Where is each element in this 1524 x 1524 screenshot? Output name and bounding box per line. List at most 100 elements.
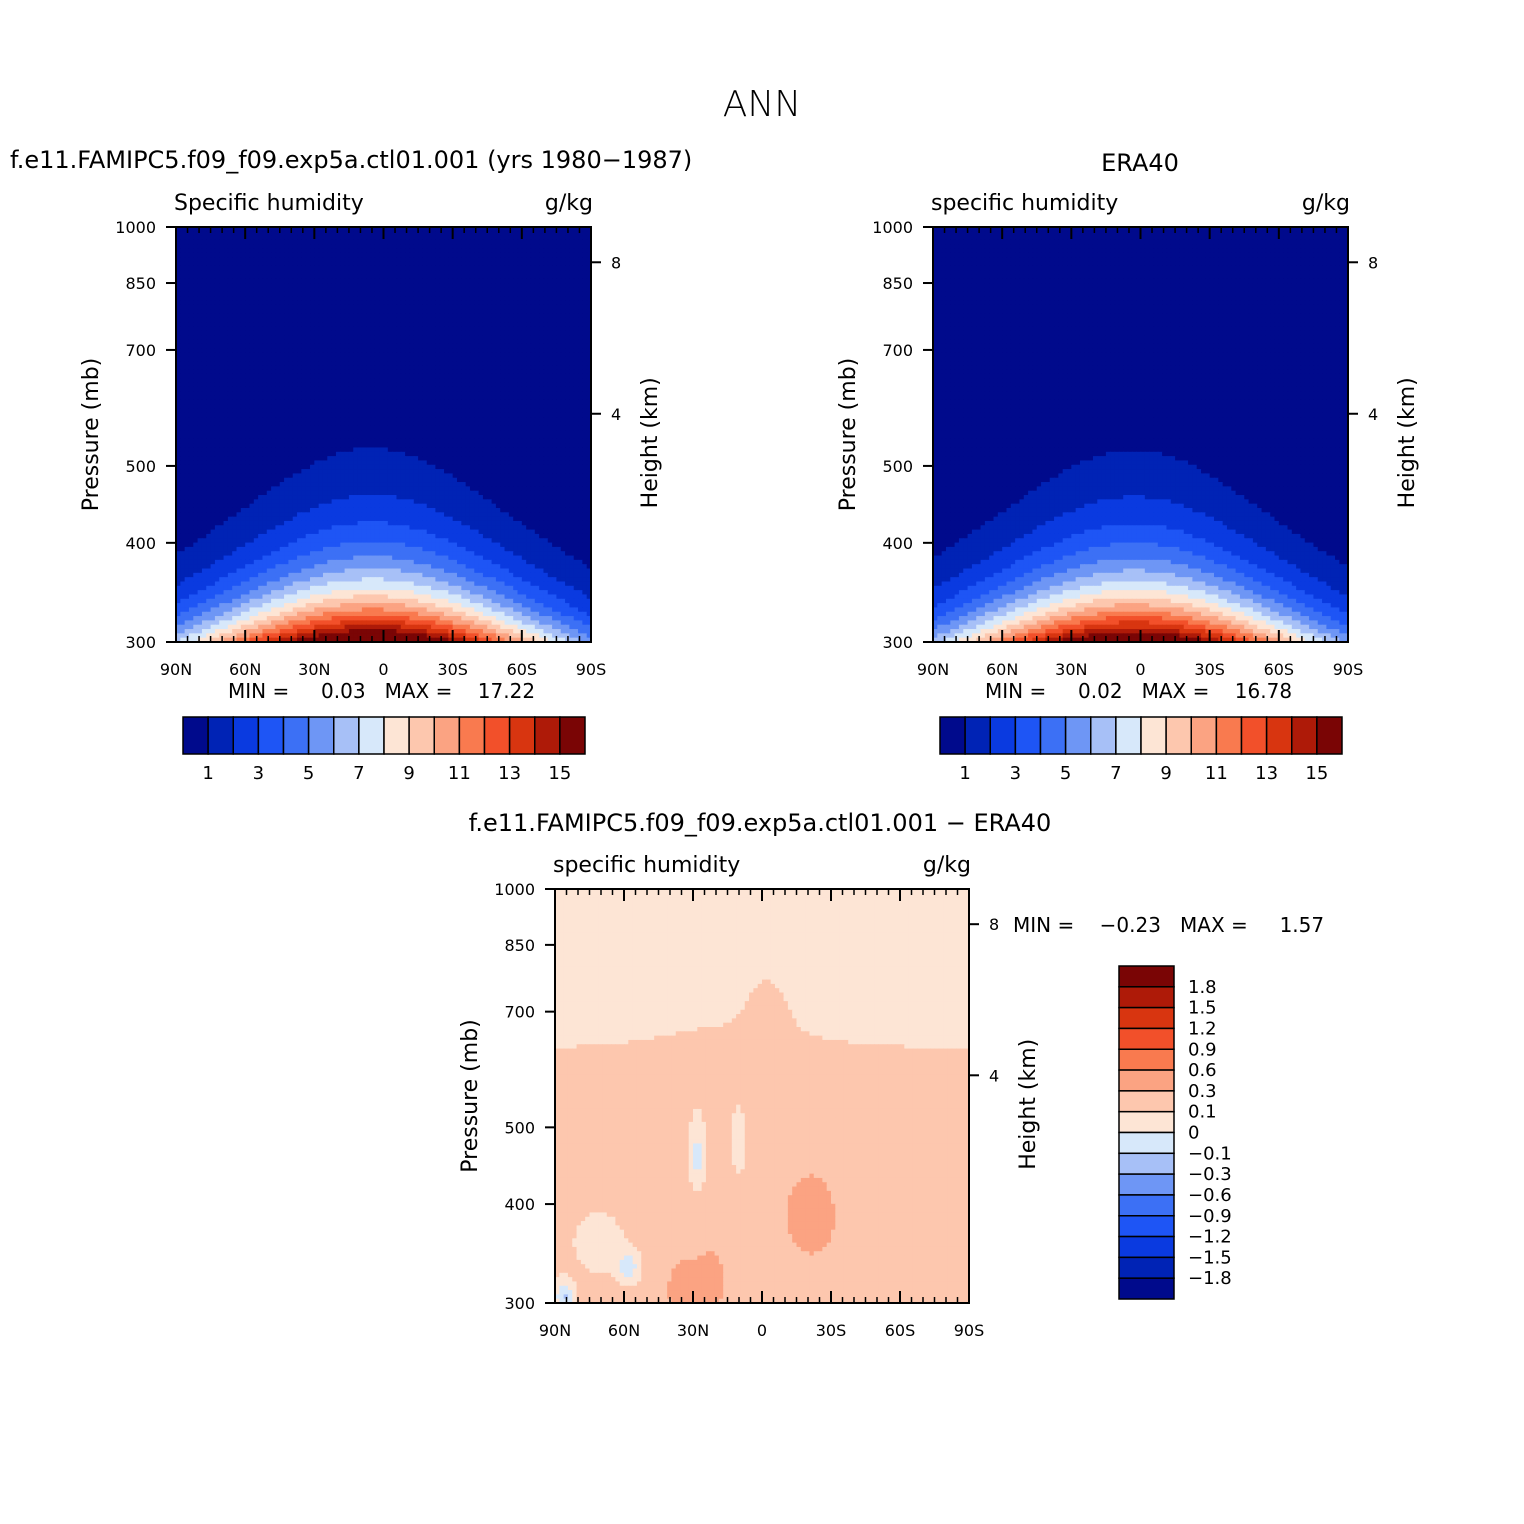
contour-cell (500, 287, 506, 293)
contour-cell (452, 365, 458, 371)
contour-cell (232, 248, 238, 254)
contour-cell (201, 421, 207, 427)
contour-cell (422, 339, 428, 345)
contour-cell (266, 330, 272, 336)
contour-cell (370, 438, 376, 444)
contour-cell (582, 257, 588, 263)
contour-cell (431, 417, 436, 423)
contour-cell (444, 434, 449, 440)
contour-cell (266, 339, 272, 345)
contour-cell (301, 348, 307, 353)
contour-cell (422, 373, 428, 379)
contour-cell (405, 274, 411, 280)
contour-cell (318, 283, 324, 289)
contour-cell (573, 365, 579, 371)
contour-cell (569, 399, 575, 405)
contour-cell (297, 239, 302, 245)
contour-cell (478, 412, 484, 418)
contour-cell (534, 386, 540, 392)
contour-cell (240, 300, 246, 306)
contour-cell (348, 430, 354, 436)
contour-cell (461, 391, 467, 397)
contour-cell (448, 339, 454, 345)
contour-cell (495, 283, 501, 289)
contour-cell (236, 296, 242, 302)
contour-cell (444, 296, 449, 302)
contour-cell (426, 257, 432, 263)
contour-cell (534, 361, 540, 366)
contour-cell (271, 369, 277, 375)
contour-cell (387, 304, 393, 310)
contour-cell (301, 239, 307, 245)
contour-cell (482, 421, 488, 427)
contour-cell (271, 356, 277, 362)
contour-cell (366, 287, 372, 293)
contour-cell (578, 378, 583, 384)
contour-cell (435, 369, 441, 375)
contour-cell (327, 412, 333, 418)
contour-cell (335, 404, 341, 410)
contour-cell (227, 343, 233, 349)
contour-cell (292, 300, 298, 306)
contour-cell (487, 391, 493, 397)
contour-cell (353, 339, 359, 345)
contour-cell (327, 283, 333, 289)
contour-cell (573, 335, 579, 340)
contour-cell (396, 430, 402, 436)
contour-cell (482, 287, 488, 293)
contour-cell (487, 352, 493, 358)
contour-cell (266, 261, 272, 267)
contour-cell (504, 434, 510, 440)
contour-cell (409, 361, 415, 366)
contour-cell (413, 330, 419, 336)
contour-cell (392, 356, 398, 362)
contour-cell (448, 296, 454, 302)
contour-cell (474, 257, 480, 263)
contour-cell (284, 365, 289, 371)
contour-cell (223, 339, 229, 345)
contour-cell (491, 248, 497, 254)
contour-cell (227, 291, 233, 297)
contour-cell (374, 239, 380, 245)
contour-cell (176, 352, 181, 358)
contour-cell (387, 227, 393, 232)
contour-cell (491, 378, 497, 384)
contour-cell (318, 300, 324, 306)
contour-cell (193, 304, 199, 310)
contour-cell (318, 399, 324, 405)
contour-cell (526, 261, 532, 267)
contour-cell (482, 382, 488, 388)
contour-cell (586, 399, 592, 405)
contour-cell (374, 317, 380, 323)
contour-cell (582, 447, 588, 453)
contour-cell (439, 417, 445, 423)
contour-cell (275, 382, 281, 388)
contour-cell (214, 239, 220, 245)
contour-cell (284, 248, 289, 254)
contour-cell (418, 369, 423, 375)
contour-cell (310, 408, 315, 414)
contour-cell (361, 278, 367, 284)
contour-cell (500, 257, 506, 263)
contour-cell (556, 235, 562, 241)
contour-cell (560, 227, 566, 232)
contour-cell (431, 304, 436, 310)
contour-cell (305, 417, 311, 423)
contour-cell (487, 304, 493, 310)
contour-cell (366, 300, 372, 306)
contour-cell (504, 313, 510, 319)
contour-cell (534, 296, 540, 302)
contour-cell (500, 399, 506, 405)
contour-cell (513, 373, 519, 379)
contour-cell (344, 326, 350, 332)
contour-cell (405, 378, 411, 384)
contour-cell (387, 356, 393, 362)
contour-cell (426, 248, 432, 254)
contour-cell (547, 317, 553, 323)
contour-cell (578, 361, 583, 366)
contour-cell (482, 430, 488, 436)
contour-cell (288, 287, 294, 293)
contour-cell (543, 287, 549, 293)
contour-cell (322, 391, 328, 397)
contour-cell (361, 227, 367, 232)
